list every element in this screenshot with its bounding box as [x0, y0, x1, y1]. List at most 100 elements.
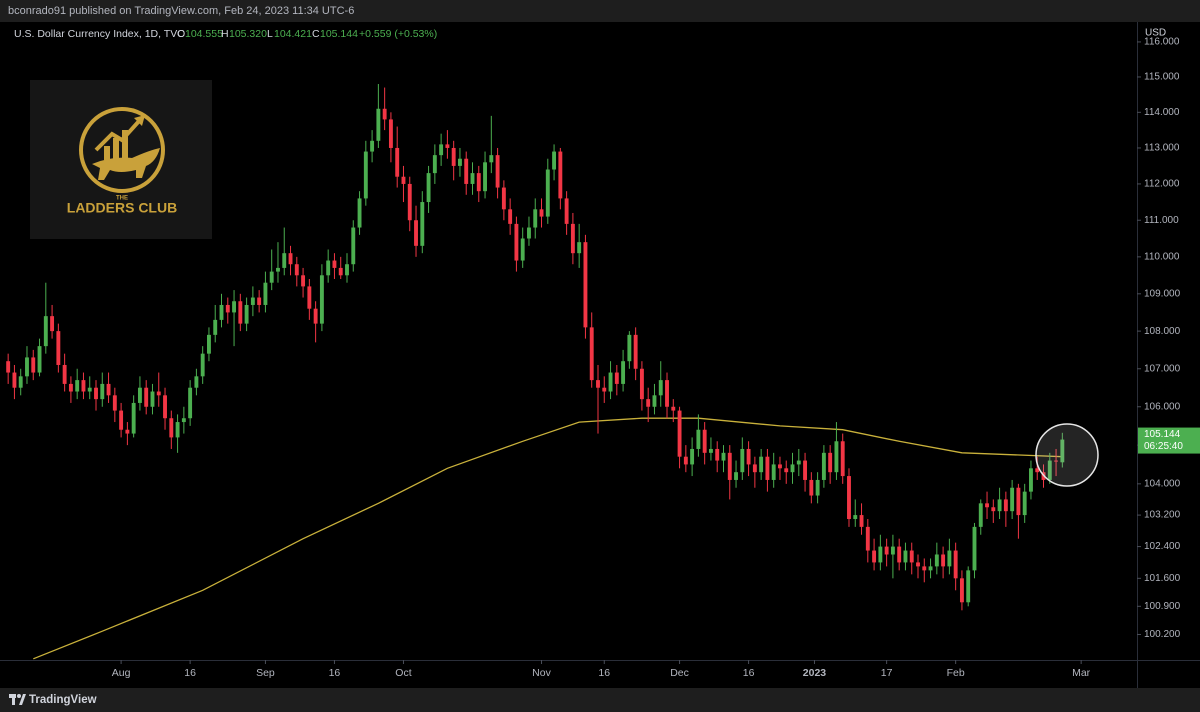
candle-body [759, 456, 764, 473]
candle-body [872, 550, 877, 563]
candle-body [112, 395, 117, 411]
candle-body [834, 441, 839, 473]
candle-body [476, 173, 481, 192]
candle-body [100, 383, 105, 400]
candle-body [370, 140, 375, 152]
candle-body [991, 507, 996, 512]
candle-body [596, 380, 600, 388]
logo-name: LADDERS CLUB [67, 200, 177, 216]
y-tick-label: 101.600 [1144, 573, 1181, 584]
candle-body [583, 242, 588, 328]
highlight-circle [1035, 423, 1099, 487]
legend-key: C [312, 28, 320, 40]
candle-body [608, 372, 613, 392]
candle-body [458, 158, 462, 166]
footer-brand: TradingView [29, 694, 97, 706]
candle-body [922, 566, 927, 571]
candle-body [621, 361, 626, 384]
candle-body [815, 479, 820, 496]
candle-body [890, 546, 895, 555]
legend-key: H [221, 28, 229, 40]
candle-body [169, 418, 174, 438]
countdown-label: 06:25:40 [1144, 441, 1183, 452]
candle-body [778, 464, 782, 469]
candle-body [181, 418, 186, 423]
legend-value: 105.320 [229, 28, 267, 40]
legend-key: L [267, 28, 273, 40]
footer-logo [9, 694, 26, 705]
candle-body [966, 570, 971, 603]
candle-body [213, 319, 218, 335]
last-price-label: 105.144 [1144, 429, 1181, 440]
x-tick-label: 16 [598, 667, 610, 679]
logo-bull [92, 148, 160, 180]
candle-body [916, 562, 920, 567]
footer-logo-mark [19, 694, 26, 705]
candle-body [903, 550, 908, 563]
symbol-title: U.S. Dollar Currency Index, 1D, TVC [14, 28, 185, 40]
candle-body [464, 158, 469, 184]
candle-body [37, 346, 42, 373]
candle-body [313, 308, 318, 324]
candle-body [451, 147, 456, 166]
candle-body [125, 429, 130, 434]
candle-body [734, 472, 738, 480]
candle-body [432, 155, 437, 174]
candle-body [959, 578, 964, 603]
logo: THE LADDERS CLUB [30, 80, 212, 239]
candle-body [909, 550, 914, 563]
candle-body [533, 209, 538, 228]
candle-body [94, 387, 98, 400]
x-tick-label: Nov [532, 667, 551, 679]
candle-body [483, 162, 487, 192]
x-tick-label: 16 [184, 667, 196, 679]
candle-body [87, 387, 92, 392]
candle-body [363, 151, 368, 199]
logo-arrow-head [134, 115, 145, 126]
candle-body [470, 173, 475, 184]
candle-body [50, 316, 55, 332]
legend-value: 104.555 [185, 28, 223, 40]
candle-body [828, 452, 833, 473]
candle-body [225, 304, 230, 313]
candle-body [294, 264, 299, 276]
candle-body [1060, 439, 1065, 463]
candle-body [614, 372, 619, 384]
candle-body [250, 297, 255, 305]
candle-body [332, 260, 337, 268]
candle-body [6, 361, 11, 373]
candle-body [865, 526, 870, 551]
y-tick-label: 110.000 [1144, 251, 1180, 262]
x-tick-label: 16 [329, 667, 341, 679]
candle-body [514, 223, 519, 261]
candle-body [564, 198, 569, 224]
publisher-bar [0, 0, 1200, 22]
candle-body [238, 301, 243, 324]
x-tick-label: Aug [112, 667, 131, 679]
candle-body [207, 334, 211, 354]
candle-body [232, 301, 236, 313]
candle-body [495, 155, 500, 188]
candle-body [928, 566, 933, 571]
candle-body [602, 387, 607, 392]
candle-body [708, 448, 713, 453]
x-tick-label: Mar [1072, 667, 1091, 679]
candle-body [821, 452, 826, 480]
candle-body [740, 448, 745, 473]
candle-body [1022, 491, 1027, 516]
candle-body [75, 380, 80, 392]
candle-body [847, 476, 851, 520]
logo-bar [104, 146, 110, 160]
candle-body [56, 331, 61, 365]
candle-body [941, 554, 946, 567]
candle-body [652, 395, 657, 407]
candle-body [727, 452, 732, 480]
candle-body [702, 429, 707, 453]
currency-label: USD [1145, 28, 1166, 39]
candle-body [985, 503, 989, 508]
x-tick-label: Oct [395, 667, 411, 679]
candle-body [269, 271, 274, 283]
candle-body [589, 327, 594, 381]
candle-body [897, 546, 902, 563]
candle-body [1016, 487, 1021, 516]
